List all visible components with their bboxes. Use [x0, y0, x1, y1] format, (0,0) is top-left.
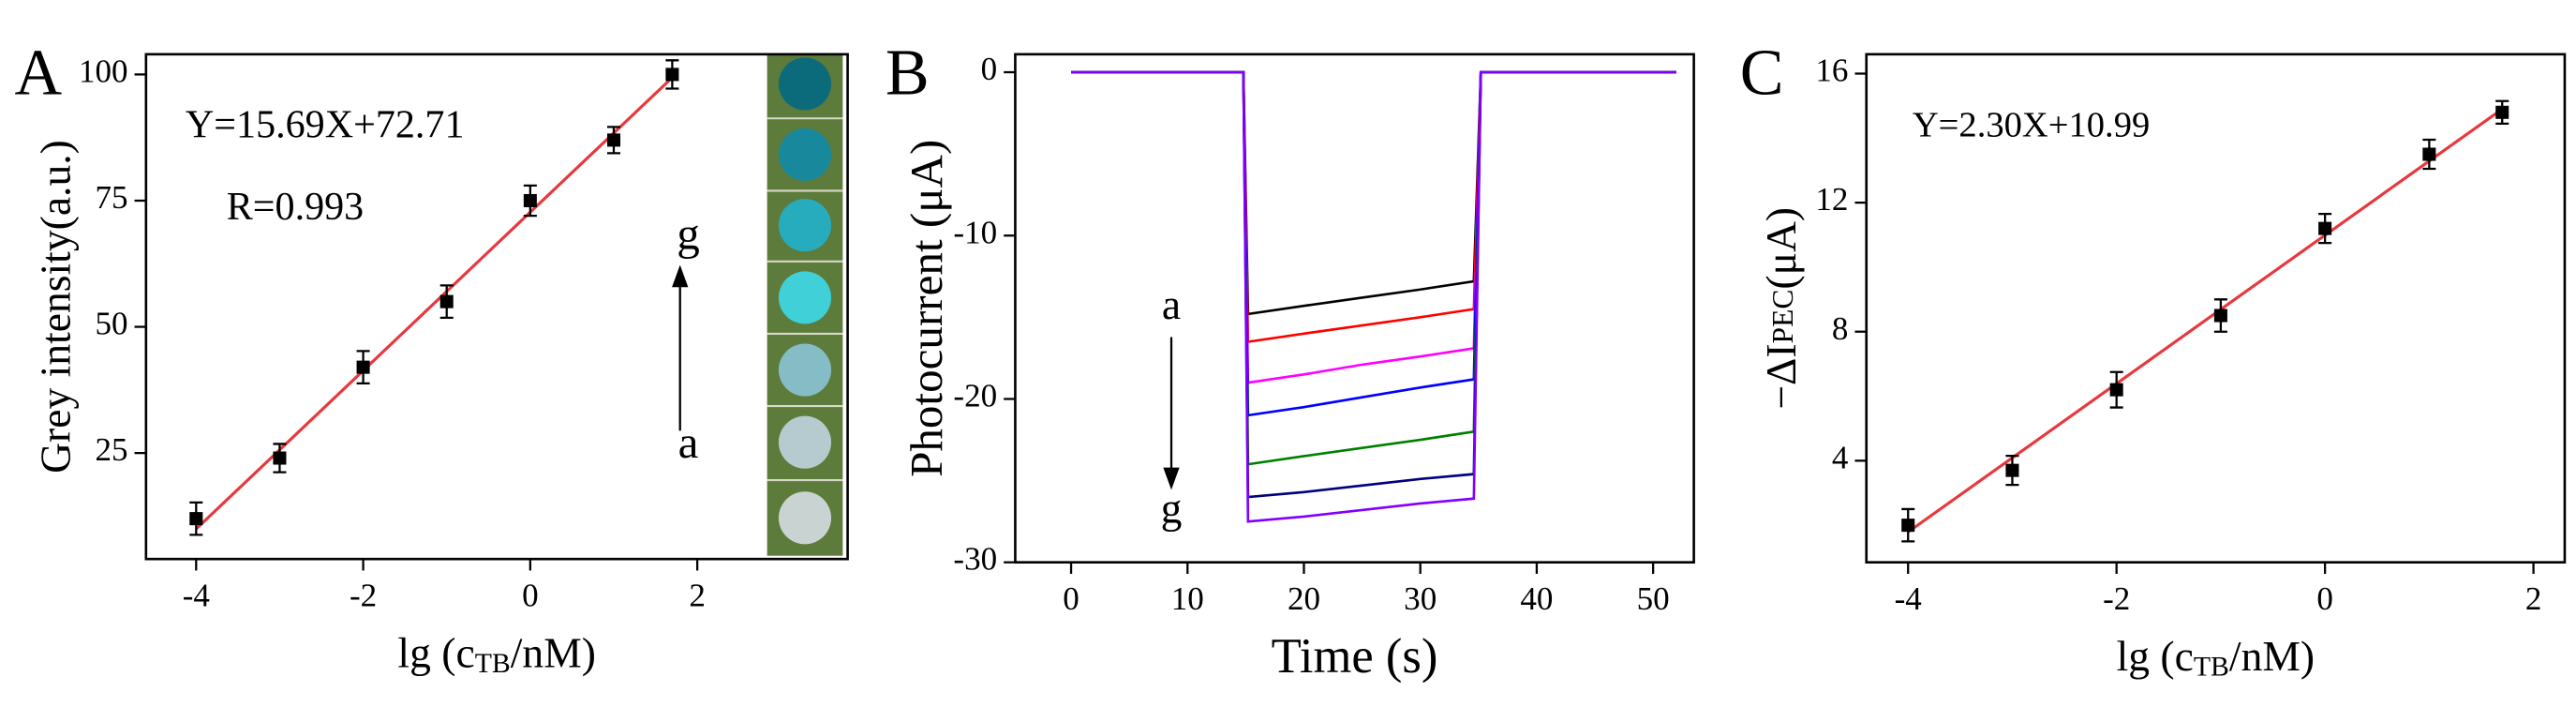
well — [778, 343, 832, 397]
y-tick-label: -20 — [953, 378, 997, 414]
x-axis-label: Time (s) — [1272, 629, 1438, 684]
y-axis-label: Photocurrent (μA) — [901, 140, 952, 477]
x-axis-label-part: TB — [475, 648, 511, 679]
x-tick-label: 0 — [522, 577, 539, 613]
data-point — [2495, 105, 2509, 119]
series-line — [1071, 70, 1676, 316]
data-point — [1901, 519, 1915, 533]
x-axis-label: lg (cTB/nM) — [2117, 632, 2315, 682]
well — [778, 271, 832, 324]
series-line — [1071, 70, 1676, 384]
x-tick-label: 10 — [1171, 580, 1204, 617]
y-tick-label: 50 — [95, 306, 127, 342]
y-axis-label-part: Photocurrent (μA) — [901, 140, 952, 477]
plot-frame — [1014, 53, 1695, 564]
y-tick-label: 0 — [981, 51, 998, 87]
data-point — [273, 451, 287, 465]
data-point — [2422, 147, 2436, 161]
annotation: R=0.993 — [227, 186, 364, 229]
annotation: Y=2.30X+10.99 — [1913, 106, 2150, 145]
data-point — [606, 133, 620, 147]
data-point — [2109, 383, 2123, 397]
arrow-head — [672, 264, 689, 288]
arrow-head — [1163, 467, 1180, 490]
x-tick-label: 0 — [2316, 580, 2333, 617]
data-point — [665, 68, 679, 82]
x-tick-label: 20 — [1288, 580, 1320, 617]
well-image — [767, 53, 843, 556]
y-axis-label: −ΔIPEC(μA) — [1757, 207, 1805, 410]
well — [778, 128, 832, 181]
x-tick-label: 30 — [1404, 580, 1437, 617]
series-line — [1071, 70, 1676, 523]
y-axis-label-part: PEC — [1766, 290, 1799, 344]
x-tick-label: 2 — [2525, 580, 2542, 617]
x-tick-label: 0 — [1063, 580, 1080, 617]
panel-label: C — [1740, 37, 1784, 109]
y-tick-label: 4 — [1832, 439, 1849, 475]
x-axis-label-part: lg (c — [397, 629, 474, 677]
y-tick-label: -30 — [953, 541, 997, 578]
y-tick-label: 25 — [95, 431, 127, 468]
x-tick-label: -2 — [350, 577, 377, 613]
y-axis-label-part: (μA) — [1757, 207, 1805, 290]
data-point — [2318, 221, 2332, 235]
data-point — [2213, 308, 2227, 323]
annotation: a — [678, 416, 699, 468]
data-point — [189, 512, 203, 526]
y-tick-label: 100 — [79, 53, 128, 89]
data-point — [2005, 463, 2019, 477]
y-axis-label: Grey intensity(a.u.) — [32, 140, 80, 474]
x-tick-label: 50 — [1637, 580, 1670, 617]
data-point — [356, 360, 370, 374]
x-tick-label: 2 — [689, 577, 706, 613]
y-tick-label: 16 — [1815, 53, 1848, 89]
x-axis-label-part: /nM) — [511, 629, 596, 677]
plot-frame — [144, 53, 849, 561]
data-point — [523, 193, 537, 207]
well — [778, 415, 832, 469]
plot-frame — [1865, 53, 2567, 564]
y-axis-label-part: −ΔI — [1757, 343, 1805, 409]
annotation: g — [677, 208, 700, 260]
x-axis-label: lg (cTB/nM) — [397, 629, 596, 679]
y-tick-label: 75 — [95, 179, 127, 216]
annotation: Y=15.69X+72.71 — [186, 103, 465, 146]
panel-label: A — [15, 37, 63, 109]
annotation: a — [1162, 280, 1181, 328]
y-axis-label-part: Grey intensity(a.u.) — [32, 140, 80, 474]
x-tick-label: -4 — [1895, 580, 1922, 617]
y-tick-label: 8 — [1832, 310, 1849, 347]
annotation: g — [1161, 485, 1183, 533]
x-tick-label: -2 — [2103, 580, 2130, 617]
fit-line — [1907, 108, 2504, 534]
x-tick-label: -4 — [183, 577, 210, 613]
well — [778, 57, 832, 111]
x-axis-label-part: Time (s) — [1272, 629, 1438, 684]
data-point — [439, 294, 454, 308]
x-axis-label-part: TB — [2194, 652, 2229, 683]
well — [778, 491, 832, 545]
series-line — [1071, 70, 1676, 466]
x-tick-label: 40 — [1520, 580, 1553, 617]
well — [778, 199, 832, 252]
x-axis-label-part: lg (c — [2117, 632, 2194, 680]
y-tick-label: -10 — [953, 214, 997, 250]
panel-label: B — [886, 37, 930, 109]
x-axis-label-part: /nM) — [2229, 632, 2315, 680]
y-tick-label: 12 — [1815, 181, 1848, 218]
